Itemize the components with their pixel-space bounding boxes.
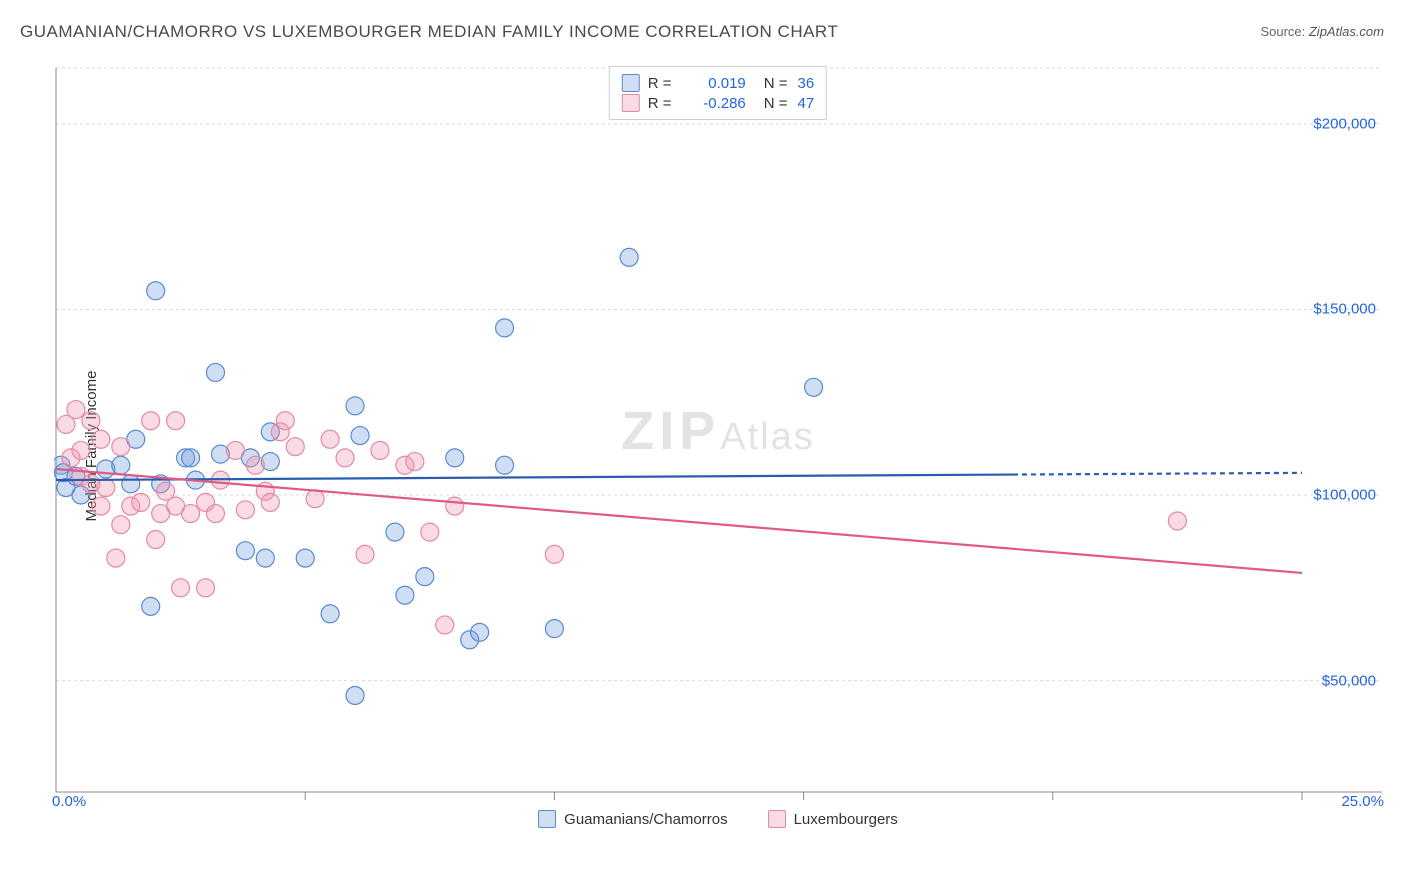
legend-item: Guamanians/Chamorros [538,810,727,828]
legend-label: Luxembourgers [794,811,898,828]
correlation-stats-legend: R = 0.019 N = 36 R = -0.286 N = 47 [609,66,827,120]
chart-title: GUAMANIAN/CHAMORRO VS LUXEMBOURGER MEDIA… [20,22,838,42]
n-value: 36 [798,75,815,92]
y-tick-label: $50,000 [1322,672,1376,689]
r-value: 0.019 [686,75,746,92]
series-swatch [768,810,786,828]
bottom-series-legend: Guamanians/Chamorros Luxembourgers [54,810,1382,828]
scatter-chart-svg [54,62,1382,830]
y-tick-label: $150,000 [1313,301,1376,318]
series-swatch [538,810,556,828]
n-value: 47 [798,95,815,112]
plot-area: R = 0.019 N = 36 R = -0.286 N = 47 ZIPAt… [54,62,1382,830]
y-tick-label: $100,000 [1313,486,1376,503]
y-tick-label: $200,000 [1313,115,1376,132]
source-attribution: Source: ZipAtlas.com [1260,24,1384,39]
stats-row: R = -0.286 N = 47 [622,93,814,113]
r-value: -0.286 [686,95,746,112]
r-label: R = [648,75,678,92]
source-label: Source: [1260,24,1308,39]
stats-row: R = 0.019 N = 36 [622,73,814,93]
n-label: N = [764,95,788,112]
n-label: N = [764,75,788,92]
legend-label: Guamanians/Chamorros [564,811,727,828]
series-swatch [622,74,640,92]
source-value: ZipAtlas.com [1309,24,1384,39]
x-tick-label: 25.0% [1341,793,1384,810]
x-tick-label: 0.0% [52,793,86,810]
series-swatch [622,94,640,112]
legend-item: Luxembourgers [768,810,898,828]
r-label: R = [648,95,678,112]
